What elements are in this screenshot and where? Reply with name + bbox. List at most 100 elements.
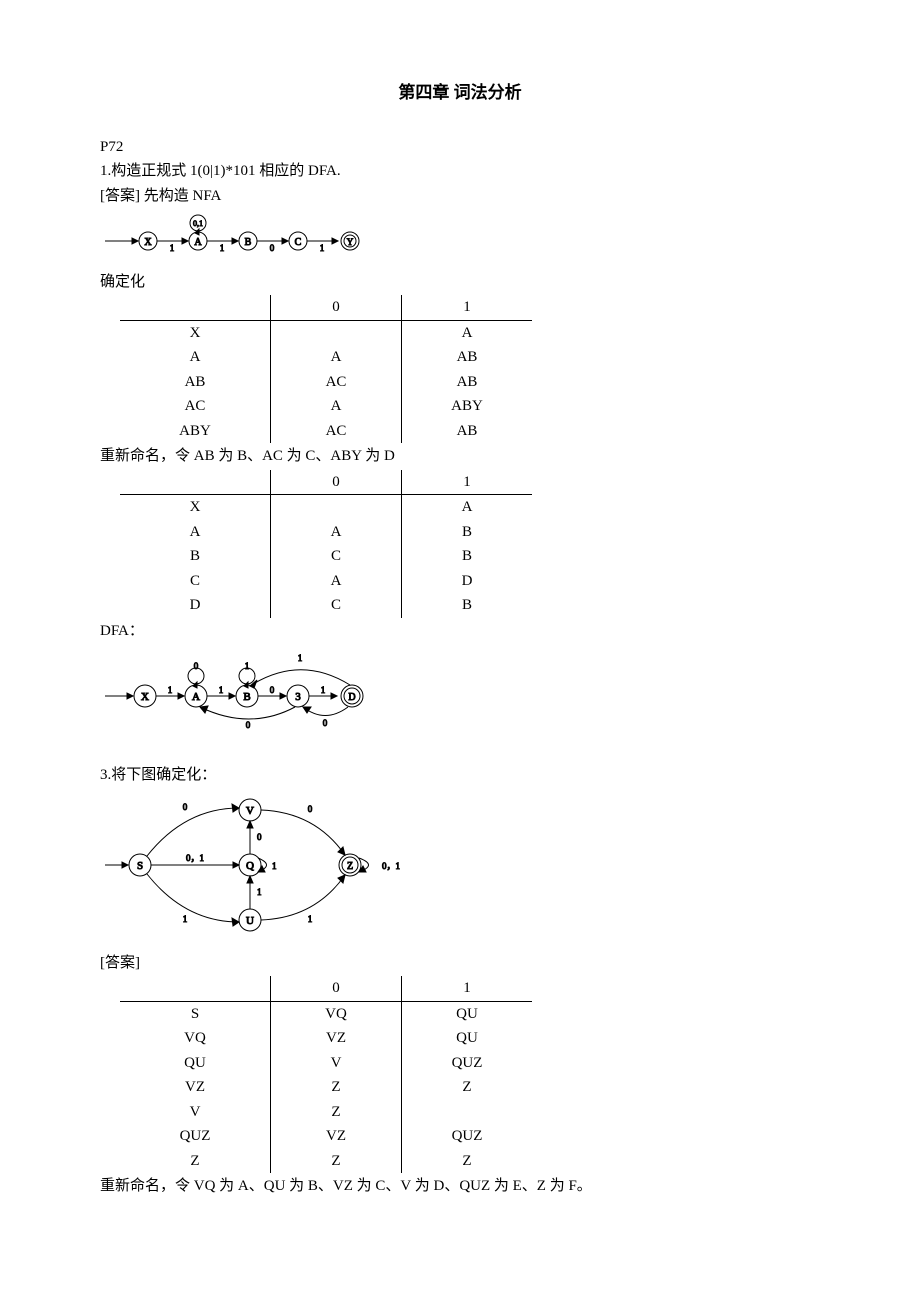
dfa-edge-3d: 1 <box>321 685 326 695</box>
nfa2-node-z: Z <box>347 861 353 872</box>
nfa-node-y: Y <box>347 237 354 247</box>
table-cell: Z <box>271 1100 402 1125</box>
table-cell: QUZ <box>402 1051 533 1076</box>
table-cell: QUZ <box>120 1124 271 1149</box>
table-cell: A <box>271 394 402 419</box>
page-title: 第四章 词法分析 <box>100 80 820 106</box>
answer2-prefix: [答案] <box>100 952 820 975</box>
dfa-edge-b3: 0 <box>270 685 275 695</box>
nfa2-node-v: V <box>246 805 254 817</box>
det-label: 确定化 <box>100 271 820 294</box>
q3-text: 3.将下图确定化： <box>100 764 820 787</box>
table-cell: QUZ <box>402 1124 533 1149</box>
nfa2-edge-sv: 0 <box>183 802 188 812</box>
dfa-b-loop: 1 <box>245 661 250 671</box>
t2-h1: 0 <box>271 470 402 495</box>
t2-h2: 1 <box>402 470 533 495</box>
t1-h1: 0 <box>271 295 402 320</box>
table-cell: VZ <box>120 1075 271 1100</box>
t2-h0 <box>120 470 271 495</box>
table-cell: V <box>120 1100 271 1125</box>
nfa-edge-bc: 0 <box>270 243 275 253</box>
nfa2-node-s: S <box>137 860 143 872</box>
table-cell: A <box>271 520 402 545</box>
nfa2-diagram: S V Q U Z 0 0，1 1 0 1 1 0 1 <box>100 790 820 948</box>
nfa2-edge-uz: 1 <box>308 914 313 924</box>
nfa2-node-u: U <box>246 915 254 927</box>
dfa-edge-d3: 0 <box>323 718 328 728</box>
table-cell: Z <box>271 1075 402 1100</box>
table-cell: VZ <box>271 1026 402 1051</box>
table-cell: QU <box>120 1051 271 1076</box>
dfa-edge-ab: 1 <box>219 685 224 695</box>
table-cell: Z <box>402 1149 533 1174</box>
table2: 0 1 XAAABBCBCADDCB <box>120 470 532 618</box>
nfa2-edge-qq: 1 <box>272 861 277 871</box>
table-cell: D <box>120 593 271 618</box>
nfa-edge-ab: 1 <box>220 243 225 253</box>
dfa-node-d: D <box>348 692 355 703</box>
nfa-node-a: A <box>194 237 202 248</box>
table-cell: B <box>402 544 533 569</box>
table-cell: Z <box>120 1149 271 1174</box>
table3: 0 1 SVQQUVQVZQUQUVQUZVZZZVZQUZVZQUZZZZ <box>120 976 532 1173</box>
nfa-node-c: C <box>295 237 302 248</box>
dfa-node-x: X <box>141 691 149 703</box>
nfa2-edge-su: 1 <box>183 914 188 924</box>
nfa2-edge-vz: 0 <box>308 804 313 814</box>
nfa-node-x: X <box>144 237 152 248</box>
table-cell: AB <box>120 370 271 395</box>
table-cell: AC <box>120 394 271 419</box>
t1-h2: 1 <box>402 295 533 320</box>
table-cell: A <box>271 345 402 370</box>
table-cell: VQ <box>120 1026 271 1051</box>
table-cell: VZ <box>271 1124 402 1149</box>
dfa-edge-db: 1 <box>298 653 303 663</box>
table-cell: V <box>271 1051 402 1076</box>
p72-label: P72 <box>100 136 820 159</box>
rename1: 重新命名，令 AB 为 B、AC 为 C、ABY 为 D <box>100 445 820 468</box>
table-cell: QU <box>402 1026 533 1051</box>
nfa2-edge-zz: 0，1 <box>382 861 400 871</box>
table-cell: ABY <box>402 394 533 419</box>
dfa-diagram: X 1 A 0 1 B 1 0 3 1 D 1 0 0 <box>100 646 820 744</box>
t3-h0 <box>120 976 271 1001</box>
table-cell: AB <box>402 419 533 444</box>
dfa-node-b: B <box>243 691 250 703</box>
q1-text: 1.构造正规式 1(0|1)*101 相应的 DFA. <box>100 160 820 183</box>
table-cell: Z <box>271 1149 402 1174</box>
table-cell: X <box>120 320 271 345</box>
dfa-edge-3a: 0 <box>246 720 251 730</box>
nfa2-edge-vq: 0 <box>257 832 262 842</box>
answer1-prefix: [答案] 先构造 NFA <box>100 185 820 208</box>
dfa-node-a: A <box>192 691 200 703</box>
table-cell: AC <box>271 419 402 444</box>
dfa-label: DFA： <box>100 620 820 643</box>
table-cell: AB <box>402 345 533 370</box>
dfa-edge-xa: 1 <box>168 685 173 695</box>
t3-h1: 0 <box>271 976 402 1001</box>
rename2: 重新命名，令 VQ 为 A、QU 为 B、VZ 为 C、V 为 D、QUZ 为 … <box>100 1175 820 1198</box>
table-cell: D <box>402 569 533 594</box>
table-cell <box>402 1100 533 1125</box>
table-cell: A <box>402 320 533 345</box>
table-cell: A <box>120 520 271 545</box>
t1-h0 <box>120 295 271 320</box>
table-cell: B <box>402 593 533 618</box>
nfa2-edge-qu: 1 <box>257 887 262 897</box>
table-cell: B <box>120 544 271 569</box>
table-cell: A <box>402 495 533 520</box>
nfa-diagram: X 1 A 0,1 1 B 0 C 1 Y <box>100 211 820 267</box>
table-cell <box>271 320 402 345</box>
table-cell: C <box>271 544 402 569</box>
table-cell: A <box>271 569 402 594</box>
table-cell: Z <box>402 1075 533 1100</box>
table-cell: S <box>120 1001 271 1026</box>
dfa-node-3: 3 <box>295 691 301 703</box>
table-cell: B <box>402 520 533 545</box>
table-cell <box>271 495 402 520</box>
table-cell: X <box>120 495 271 520</box>
table-cell: C <box>120 569 271 594</box>
table-cell: QU <box>402 1001 533 1026</box>
t3-h2: 1 <box>402 976 533 1001</box>
